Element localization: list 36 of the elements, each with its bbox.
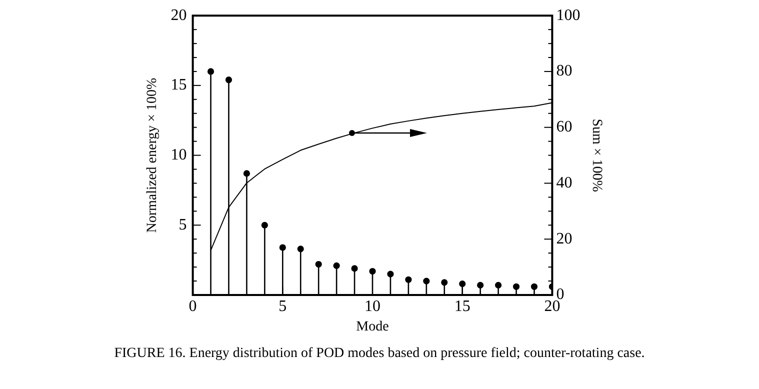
point — [207, 68, 214, 75]
point — [459, 280, 466, 288]
point — [494, 282, 502, 289]
point — [530, 283, 538, 290]
y-tick-label: 5 — [178, 216, 187, 234]
y2-tick-label: 60 — [556, 118, 572, 136]
point — [261, 222, 268, 228]
y2-tick-label: 40 — [556, 174, 572, 192]
y2-tick-label: 100 — [556, 6, 580, 24]
point — [369, 268, 376, 275]
y-tick-label: 20 — [170, 6, 187, 24]
point — [243, 170, 250, 177]
x-tick-label: 5 — [278, 298, 287, 315]
point — [441, 279, 448, 286]
point — [351, 265, 358, 272]
point — [405, 276, 412, 283]
y-tick-label: 10 — [170, 146, 187, 164]
point — [225, 76, 232, 84]
caption: FIGURE 16. Energy distribution of POD modes based on pressure field; counter-rotating case. — [113, 346, 646, 362]
point — [315, 260, 322, 268]
y2-axis-title: Sum × 100% — [588, 118, 604, 192]
x-tick-label: 15 — [454, 298, 470, 315]
point — [279, 244, 286, 251]
x-tick-label: 0 — [188, 298, 197, 315]
y-axis-title: Normalized energy × 100% — [145, 77, 160, 233]
point — [297, 246, 304, 252]
y-tick-label: 15 — [170, 76, 187, 94]
x-tick-label: 10 — [364, 298, 380, 315]
point — [512, 283, 520, 290]
point — [477, 282, 484, 289]
point — [333, 262, 340, 269]
y2-tick-label: 20 — [556, 230, 572, 248]
x-axis-title: Mode — [356, 319, 389, 334]
y2-tick-label: 80 — [556, 62, 572, 80]
point — [423, 278, 430, 284]
point — [387, 270, 394, 278]
